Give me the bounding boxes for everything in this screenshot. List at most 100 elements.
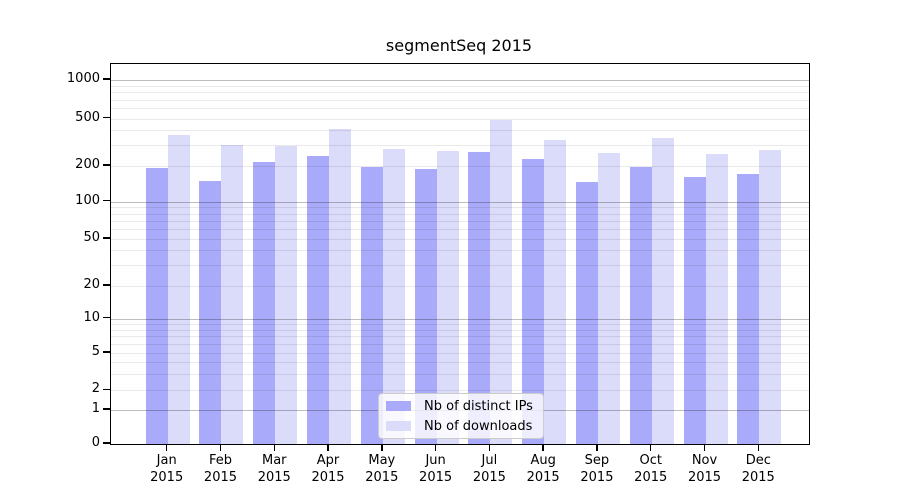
y-tick <box>103 78 110 80</box>
bar-distinct-ips <box>575 182 598 444</box>
minor-gridline <box>111 323 809 325</box>
minor-gridline <box>111 353 809 354</box>
bar-distinct-ips <box>307 156 330 444</box>
bar-distinct-ips <box>360 167 383 444</box>
minor-gridline <box>111 207 809 209</box>
y-tick <box>103 351 110 353</box>
bar-distinct-ips <box>683 177 706 444</box>
minor-gridline <box>111 144 809 146</box>
grid-layer <box>111 64 809 444</box>
chart-title: segmentSeq 2015 <box>385 36 533 55</box>
bar-downloads <box>759 150 782 444</box>
bar-downloads <box>705 154 728 444</box>
x-tick-label: Apr 2015 <box>311 453 345 485</box>
minor-gridline <box>111 92 809 94</box>
minor-gridline <box>111 239 809 240</box>
y-tick <box>103 199 110 202</box>
y-tick <box>103 316 110 319</box>
x-tick <box>165 444 168 451</box>
x-tick-label: Sep 2015 <box>580 453 614 485</box>
legend-swatch-downloads <box>386 420 411 432</box>
minor-gridline <box>111 343 809 345</box>
y-tick <box>103 442 110 444</box>
y-tick-label: 100 <box>75 192 100 208</box>
bar-distinct-ips <box>737 173 760 444</box>
minor-gridline <box>111 286 809 287</box>
bar-distinct-ips <box>414 169 437 444</box>
y-tick <box>103 164 110 166</box>
x-tick <box>488 444 491 451</box>
y-tick-label: 0 <box>91 435 100 450</box>
y-tick <box>103 408 110 410</box>
y-tick <box>103 284 110 286</box>
minor-gridline <box>111 336 809 338</box>
legend-swatch-distinct-ips <box>386 400 411 412</box>
x-tick-label: Feb 2015 <box>203 453 238 485</box>
x-tick <box>219 444 222 451</box>
minor-gridline <box>111 85 809 87</box>
plot-area <box>110 63 810 445</box>
x-tick <box>649 444 652 451</box>
bar-downloads <box>167 134 190 444</box>
bar-distinct-ips <box>145 168 168 444</box>
minor-gridline <box>111 118 809 120</box>
bar-downloads <box>490 120 513 444</box>
x-tick <box>596 444 598 451</box>
bar-distinct-ips <box>522 158 545 444</box>
x-tick <box>542 444 544 451</box>
x-tick-label: Jun 2015 <box>419 453 453 485</box>
bar-downloads <box>651 138 674 444</box>
minor-gridline <box>111 265 809 267</box>
bar-downloads <box>544 140 567 444</box>
y-tick-label: 1000 <box>66 71 100 86</box>
x-tick-label: May 2015 <box>365 453 399 485</box>
y-tick-label: 5 <box>91 344 100 359</box>
bar-downloads <box>382 148 405 444</box>
x-tick <box>327 444 329 451</box>
y-tick <box>103 237 110 239</box>
minor-gridline <box>111 130 809 132</box>
minor-gridline <box>111 329 809 331</box>
y-tick-label: 20 <box>83 277 100 292</box>
bar-distinct-ips <box>629 167 652 444</box>
x-tick-label: Oct 2015 <box>634 453 668 485</box>
x-tick-label: Mar 2015 <box>257 453 291 485</box>
y-tick-label: 10 <box>83 309 100 325</box>
x-tick <box>273 444 275 451</box>
major-gridline <box>111 318 809 320</box>
major-gridline <box>111 80 809 81</box>
minor-gridline <box>111 166 809 167</box>
y-tick <box>103 388 110 391</box>
y-tick-label: 500 <box>75 109 100 125</box>
x-tick <box>434 444 437 451</box>
x-tick-label: Jul 2015 <box>472 453 506 485</box>
legend-item-downloads: Nb of downloads <box>379 416 543 436</box>
bar-downloads <box>436 151 459 444</box>
minor-gridline <box>111 213 809 215</box>
bars-layer <box>111 64 809 444</box>
minor-gridline <box>111 390 809 392</box>
legend: Nb of distinct IPs Nb of downloads <box>378 393 544 439</box>
bar-distinct-ips <box>253 162 276 444</box>
major-gridline <box>111 201 809 203</box>
legend-label-distinct-ips: Nb of distinct IPs <box>424 398 533 414</box>
y-tick-label: 50 <box>83 230 100 245</box>
minor-gridline <box>111 108 809 110</box>
bar-downloads <box>329 128 352 444</box>
x-tick-label: Jan 2015 <box>150 453 184 485</box>
y-tick-label: 200 <box>75 157 100 172</box>
bar-downloads <box>597 153 620 444</box>
minor-gridline <box>111 220 809 222</box>
x-tick-label: Aug 2015 <box>526 453 560 485</box>
x-tick-label: Nov 2015 <box>687 453 722 485</box>
legend-item-distinct-ips: Nb of distinct IPs <box>379 396 543 416</box>
minor-gridline <box>111 99 809 101</box>
bar-distinct-ips <box>468 152 491 444</box>
x-tick <box>381 444 383 451</box>
x-tick <box>757 444 760 451</box>
y-tick-label: 2 <box>91 381 100 397</box>
minor-gridline <box>111 373 809 375</box>
legend-label-downloads: Nb of downloads <box>424 418 533 434</box>
bar-downloads <box>275 145 298 444</box>
